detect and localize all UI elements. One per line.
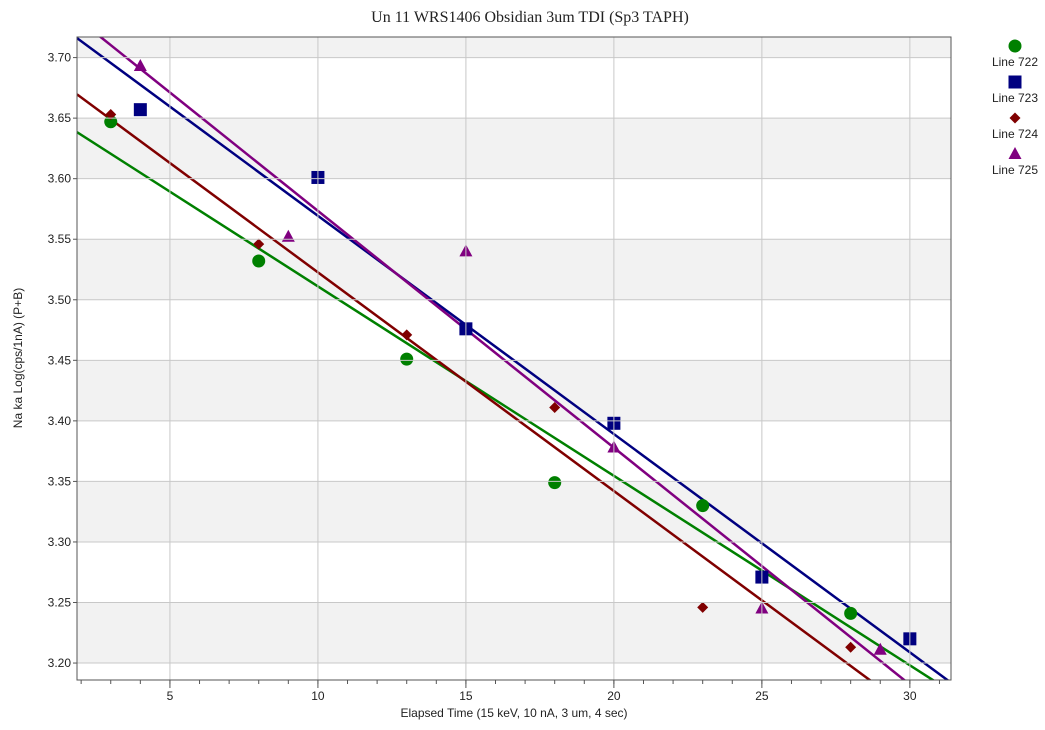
legend-label: Line 722 [992,55,1038,69]
y-tick-label: 3.40 [48,414,72,428]
y-tick-label: 3.25 [48,596,72,610]
marker [1008,39,1022,53]
y-tick-label: 3.30 [48,535,72,549]
marker [1008,147,1022,159]
y-tick-label: 3.55 [48,232,72,246]
x-tick-label: 30 [903,689,917,703]
marker [549,402,561,414]
marker [252,254,266,268]
grid-band [77,37,951,58]
y-axis-label: Na ka Log(cps/1nA) (P+B) [11,288,25,428]
marker [873,642,887,655]
y-tick-label: 3.70 [48,51,72,65]
plot-frame [76,36,952,681]
fit-line [77,93,872,680]
y-tick-label: 3.60 [48,172,72,186]
x-tick-label: 25 [755,689,769,703]
y-tick-label: 3.45 [48,353,72,367]
marker [133,59,147,72]
marker [401,329,413,341]
marker [697,601,709,613]
marker [844,606,858,620]
y-tick-label: 3.65 [48,111,72,125]
legend-label: Line 724 [992,127,1038,141]
marker [1008,75,1022,89]
y-tick-label: 3.35 [48,474,72,488]
y-tick-label: 3.50 [48,293,72,307]
x-tick-label: 15 [459,689,473,703]
marker [105,108,117,120]
x-tick-label: 10 [311,689,325,703]
grid-band [77,481,951,542]
marker [548,476,562,490]
plot-area [77,37,951,680]
marker [133,103,147,117]
fit-line [98,37,907,680]
grid-band [77,239,951,300]
x-tick-label: 20 [607,689,621,703]
fit-line [77,131,936,680]
x-tick-label: 5 [167,689,174,703]
chart-title: Un 11 WRS1406 Obsidian 3um TDI (Sp3 TAPH… [371,9,689,26]
marker [845,641,857,653]
marker [696,499,710,513]
legend-label: Line 725 [992,163,1038,177]
grid-band [77,118,951,179]
marker [400,352,414,366]
marker [253,238,265,250]
legend-label: Line 723 [992,91,1038,105]
y-tick-label: 3.20 [48,656,72,670]
x-axis-label: Elapsed Time (15 keV, 10 nA, 3 um, 4 sec… [400,706,627,720]
marker [1009,112,1021,124]
